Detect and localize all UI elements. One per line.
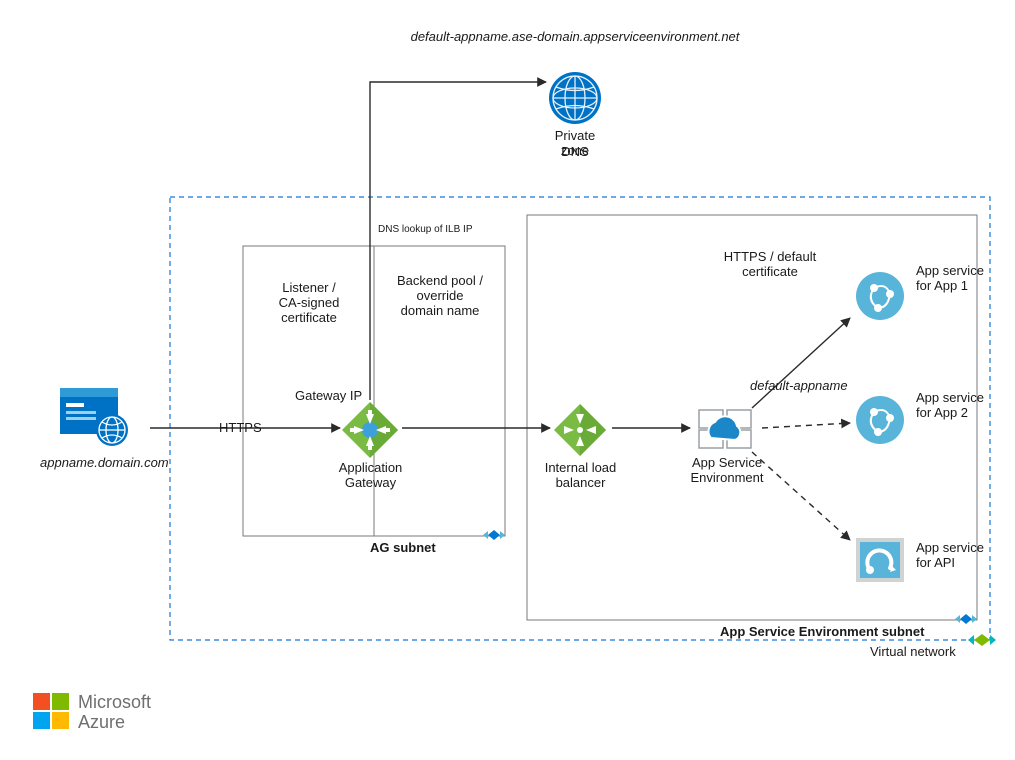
default-appname-label: default-appname xyxy=(750,378,848,394)
dns-lookup-label: DNS lookup of ILB IP xyxy=(378,224,473,236)
app2-label-1: App service xyxy=(916,390,984,406)
ase-label-1: App Service xyxy=(682,455,772,471)
ase-icon xyxy=(699,410,751,448)
app2-label-2: for App 2 xyxy=(916,405,968,421)
top-domain-label: default-appname.ase-domain.appserviceenv… xyxy=(360,29,790,45)
ag-right-1: Backend pool / xyxy=(380,273,500,289)
app-gateway-icon xyxy=(342,402,398,458)
api-label-1: App service xyxy=(916,540,984,556)
ilb-icon xyxy=(554,404,606,456)
app1-label-1: App service xyxy=(916,263,984,279)
appgw-label-2: Gateway xyxy=(328,475,413,491)
api-label-2: for API xyxy=(916,555,955,571)
ilb-label-2: balancer xyxy=(538,475,623,491)
diagram-canvas xyxy=(0,0,1015,760)
dns-icon xyxy=(549,72,601,124)
app-service-2-icon xyxy=(856,396,904,444)
vnet-label: Virtual network xyxy=(870,644,956,660)
edge-gw-to-dns xyxy=(370,82,546,400)
app-service-api-icon xyxy=(856,538,904,582)
dns-label-2: zone xyxy=(540,143,610,159)
ag-right-3: domain name xyxy=(380,303,500,319)
ag-subnet-label: AG subnet xyxy=(370,540,436,556)
vnet-marker-icon xyxy=(968,634,996,646)
ag-left-3: certificate xyxy=(254,310,364,326)
edge-ase-to-app2 xyxy=(762,423,850,428)
ase-subnet-label: App Service Environment subnet xyxy=(720,624,924,640)
browser-icon xyxy=(60,388,128,446)
https-cert-1: HTTPS / default xyxy=(715,249,825,265)
ag-left-1: Listener / xyxy=(254,280,364,296)
ag-subnet-marker-icon xyxy=(483,530,505,540)
edge-ase-to-app1 xyxy=(752,318,850,408)
ase-label-2: Environment xyxy=(682,470,772,486)
app-service-1-icon xyxy=(856,272,904,320)
https-left-label: HTTPS xyxy=(219,420,262,436)
ms-azure-logo xyxy=(33,693,69,729)
gateway-ip-label: Gateway IP xyxy=(295,388,362,404)
ilb-label-1: Internal load xyxy=(538,460,623,476)
https-cert-2: certificate xyxy=(715,264,825,280)
ag-left-2: CA-signed xyxy=(254,295,364,311)
ms-label-2: Azure xyxy=(78,712,125,734)
browser-label: appname.domain.com xyxy=(40,455,169,471)
ag-right-2: override xyxy=(380,288,500,304)
appgw-label-1: Application xyxy=(328,460,413,476)
app1-label-2: for App 1 xyxy=(916,278,968,294)
ase-subnet-marker-icon xyxy=(955,614,977,624)
ms-label-1: Microsoft xyxy=(78,692,151,714)
